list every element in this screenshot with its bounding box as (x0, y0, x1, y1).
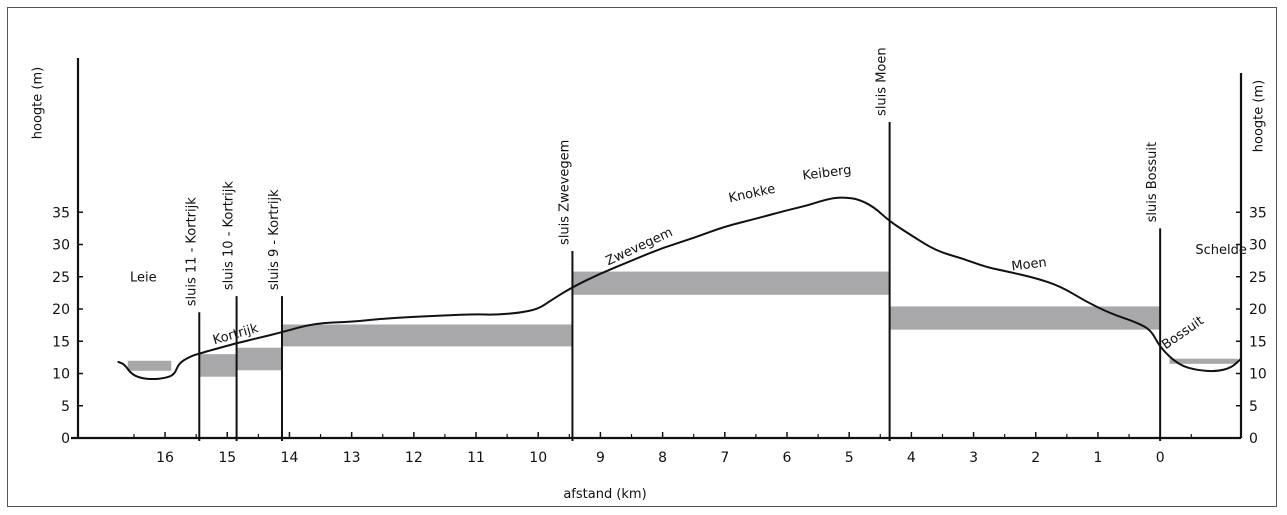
diagram-frame: hoogte (m) hoogte (m) afstand (km) 16 15 1… (7, 7, 1277, 507)
place-label-3: Knokke (727, 182, 776, 207)
x-tick-label: 8 (658, 450, 667, 466)
place-label-6: Schelde (1195, 243, 1247, 258)
y-tick-label-right: 5 (1249, 399, 1258, 415)
lock-label-2: sluis 9 - Kortrijk (267, 189, 282, 290)
water-level-6 (1169, 358, 1238, 364)
x-tick-label: 15 (218, 450, 236, 466)
elevation-profile-chart: hoogte (m) hoogte (m) afstand (km) 16 15 1… (31, 47, 1267, 502)
place-label-0: Leie (130, 270, 157, 285)
y-tick-label-left: 35 (52, 205, 70, 221)
y-tick-label-left: 10 (52, 367, 70, 383)
locks: sluis 11 - Kortrijk sluis 10 - Kortrijk sl… (184, 47, 1162, 441)
x-tick-label: 10 (529, 450, 547, 466)
x-tick-label: 2 (1031, 450, 1040, 466)
x-tick-label: 11 (467, 450, 485, 466)
x-tick-label: 13 (343, 450, 361, 466)
water-level-3 (281, 324, 573, 347)
y-tick-label-right: 10 (1249, 367, 1267, 383)
y-tick-label-left: 0 (61, 431, 70, 447)
x-tick-label: 12 (405, 450, 423, 466)
y-axis-left-label: hoogte (m) (31, 67, 46, 139)
y-tick-label-right: 15 (1249, 334, 1267, 350)
y-tick-label-left: 20 (52, 302, 70, 318)
water-level-2 (236, 347, 282, 371)
x-tick-label: 7 (720, 450, 729, 466)
place-label-4: Keiberg (802, 163, 853, 184)
place-label-5: Moen (1011, 255, 1048, 274)
x-tick-label: 9 (596, 450, 605, 466)
lock-label-1: sluis 10 - Kortrijk (222, 181, 237, 290)
terrain-layer (117, 196, 1242, 380)
lock-label-3: sluis Zwevegem (557, 140, 572, 245)
x-tick-label: 14 (281, 450, 299, 466)
x-tick-label: 6 (783, 450, 792, 466)
y-tick-label-right: 0 (1249, 431, 1258, 447)
y-tick-label-right: 20 (1249, 302, 1267, 318)
y-tick-label-right: 35 (1249, 205, 1267, 221)
lock-label-5: sluis Bossuit (1145, 142, 1160, 223)
water-level-5 (889, 306, 1161, 330)
y-tick-label-left: 25 (52, 270, 70, 286)
x-axis-label: afstand (km) (563, 487, 646, 502)
lock-label-0: sluis 11 - Kortrijk (184, 197, 199, 306)
axes: hoogte (m) hoogte (m) afstand (km) (31, 58, 1267, 502)
water-level-0 (127, 360, 172, 371)
lock-label-4: sluis Moen (875, 47, 890, 116)
x-tick-label: 0 (1156, 450, 1165, 466)
y-tick-label-left: 5 (61, 399, 70, 415)
y-tick-label-right: 30 (1249, 238, 1267, 254)
x-tick-label: 3 (969, 450, 978, 466)
place-label-7: Bossuit (1159, 313, 1206, 352)
x-tick-label: 4 (907, 450, 916, 466)
water-levels (127, 271, 1238, 377)
water-level-4 (572, 271, 890, 295)
x-tick-label: 1 (1093, 450, 1102, 466)
y-tick-label-left: 30 (52, 238, 70, 254)
y-tick-label-left: 15 (52, 334, 70, 350)
y-tick-label-right: 25 (1249, 270, 1267, 286)
x-tick-label: 5 (845, 450, 854, 466)
terrain-profile-line (117, 196, 1242, 380)
water-level-1 (199, 354, 237, 377)
x-tick-label: 16 (156, 450, 174, 466)
y-axis-right-label: hoogte (m) (1252, 80, 1267, 152)
